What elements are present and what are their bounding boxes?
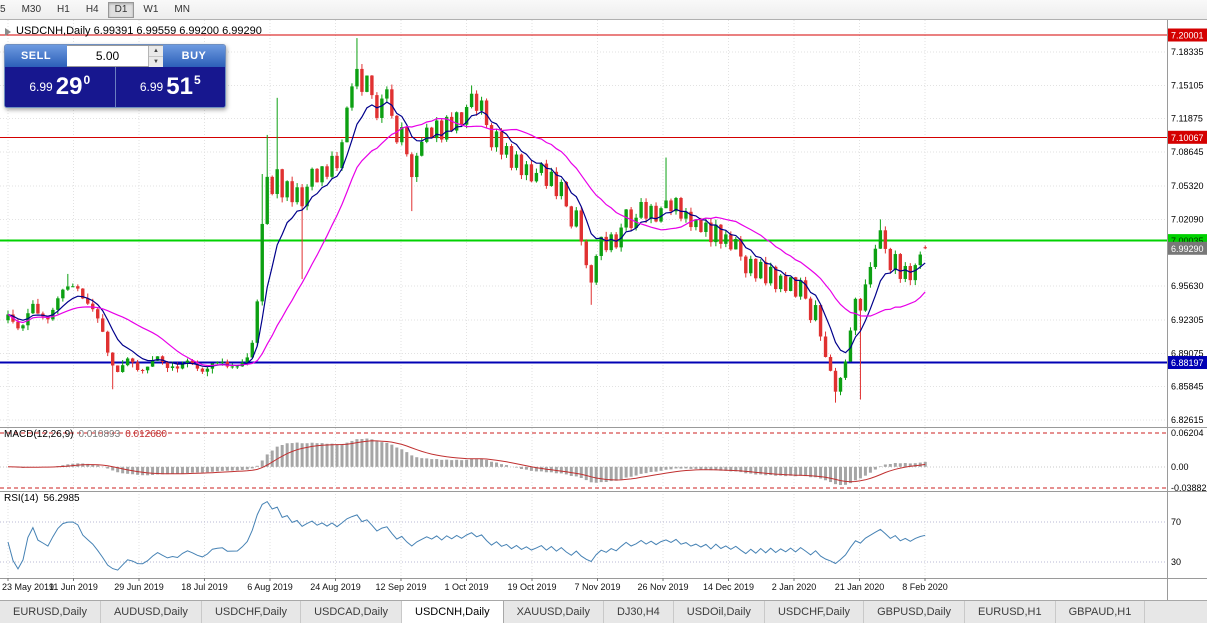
volume-spinner: ▲ ▼ (148, 46, 163, 67)
chart-tab-10-EURUSD-H1[interactable]: EURUSD,H1 (965, 601, 1056, 623)
svg-text:26 Nov 2019: 26 Nov 2019 (637, 582, 688, 592)
buy-price-sup: 5 (193, 73, 201, 87)
moving-averages-layer (7, 101, 926, 368)
svg-text:19 Oct 2019: 19 Oct 2019 (507, 582, 556, 592)
svg-text:7.08645: 7.08645 (1171, 147, 1204, 157)
svg-text:2 Jan 2020: 2 Jan 2020 (772, 582, 817, 592)
chart-tab-9-GBPUSD-Daily[interactable]: GBPUSD,Daily (864, 601, 966, 623)
volume-field[interactable]: 5.00 ▲ ▼ (67, 45, 163, 67)
svg-text:7.02090: 7.02090 (1171, 214, 1204, 224)
svg-text:21 Jan 2020: 21 Jan 2020 (835, 582, 885, 592)
chart-title: USDCNH,Daily 6.99391 6.99559 6.99200 6.9… (16, 25, 262, 37)
current-price-badge: 6.99290 (1168, 241, 1207, 255)
price-level-badge: 6.88197 (1168, 356, 1207, 370)
svg-text:7.20001: 7.20001 (1171, 31, 1204, 41)
candles-layer (6, 38, 927, 403)
svg-text:30: 30 (1171, 557, 1181, 567)
timeframe-button-H1[interactable]: H1 (50, 2, 77, 18)
svg-text:7 Nov 2019: 7 Nov 2019 (574, 582, 620, 592)
timeframe-button-D1[interactable]: D1 (107, 1, 135, 18)
svg-text:14 Dec 2019: 14 Dec 2019 (703, 582, 754, 592)
trade-controls-row: SELL 5.00 ▲ ▼ BUY (5, 45, 225, 67)
one-click-trading-panel: SELL 5.00 ▲ ▼ BUY 6.99 29 0 6.99 51 5 (4, 44, 226, 108)
macd-value-signal: 0.012680 (125, 429, 167, 440)
timeframe-button-5[interactable]: 5 (0, 2, 13, 18)
buy-price-prefix: 6.99 (139, 80, 164, 94)
svg-text:6.89075: 6.89075 (1171, 348, 1204, 358)
chart-tab-4-USDCNH-Daily[interactable]: USDCNH,Daily (402, 601, 504, 623)
rsi-layer (7, 500, 926, 571)
timeframe-button-H4[interactable]: H4 (79, 2, 106, 18)
volume-up-icon[interactable]: ▲ (149, 46, 163, 56)
svg-text:6.99290: 6.99290 (1171, 244, 1204, 254)
svg-text:6.88197: 6.88197 (1171, 358, 1204, 368)
timeframe-button-M30[interactable]: M30 (15, 2, 48, 18)
macd-indicator-label: MACD(12,26,9) 0.010893 0.012680 (4, 429, 167, 440)
trade-prices-row: 6.99 29 0 6.99 51 5 (5, 67, 225, 107)
indicator-levels-layer (0, 432, 1167, 563)
sell-price[interactable]: 6.99 29 0 (5, 67, 116, 107)
volume-value[interactable]: 5.00 (95, 49, 120, 63)
svg-text:8 Feb 2020: 8 Feb 2020 (902, 582, 948, 592)
svg-text:-0.03882: -0.03882 (1171, 483, 1207, 493)
rsi-name: RSI(14) (4, 493, 39, 504)
sell-button[interactable]: SELL (5, 45, 67, 67)
chart-shift-marker-icon[interactable] (5, 28, 11, 36)
price-level-badge: 7.10067 (1168, 130, 1207, 144)
svg-text:18 Jul 2019: 18 Jul 2019 (181, 582, 228, 592)
panel-separators[interactable] (0, 20, 1207, 600)
svg-text:7.00035: 7.00035 (1171, 236, 1204, 246)
svg-text:12 Sep 2019: 12 Sep 2019 (375, 582, 426, 592)
chart-tab-3-USDCAD-Daily[interactable]: USDCAD,Daily (301, 601, 403, 623)
macd-name: MACD(12,26,9) (4, 429, 74, 440)
buy-button[interactable]: BUY (163, 45, 225, 67)
svg-text:11 Jun 2019: 11 Jun 2019 (49, 582, 98, 592)
svg-text:0.00: 0.00 (1171, 462, 1189, 472)
price-chart-canvas[interactable]: 7.18335 7.15105 7.11875 7.08645 7.05320 7.020… (0, 20, 1207, 600)
timeframe-button-W1[interactable]: W1 (136, 2, 165, 18)
price-axis[interactable]: 7.18335 7.15105 7.11875 7.08645 7.05320 7.020… (1171, 47, 1207, 567)
sell-price-prefix: 6.99 (29, 80, 53, 94)
svg-text:7.18335: 7.18335 (1171, 47, 1204, 57)
svg-text:7.10067: 7.10067 (1171, 133, 1204, 143)
svg-text:1 Oct 2019: 1 Oct 2019 (444, 582, 488, 592)
chart-tab-6-DJ30-H4[interactable]: DJ30,H4 (604, 601, 674, 623)
chart-tab-7-USDOil-Daily[interactable]: USDOil,Daily (674, 601, 765, 623)
svg-text:29 Jun 2019: 29 Jun 2019 (114, 582, 164, 592)
svg-text:70: 70 (1171, 517, 1181, 527)
rsi-indicator-label: RSI(14) 56.2985 (4, 493, 80, 504)
svg-text:6 Aug 2019: 6 Aug 2019 (247, 582, 293, 592)
svg-text:23 May 2019: 23 May 2019 (2, 582, 54, 592)
price-levels-layer[interactable] (0, 34, 1167, 364)
price-level-badge: 7.20001 (1168, 28, 1207, 42)
macd-value-main: 0.010893 (78, 429, 121, 440)
chart-tabs-bar: EURUSD,Daily AUDUSD,Daily USDCHF,Daily USDC… (0, 600, 1207, 623)
svg-text:24 Aug 2019: 24 Aug 2019 (310, 582, 361, 592)
svg-text:7.15105: 7.15105 (1171, 80, 1204, 90)
chart-tab-5-XAUUSD-Daily[interactable]: XAUUSD,Daily (504, 601, 604, 623)
timeframe-button-MN[interactable]: MN (167, 2, 197, 18)
chart-tab-11-GBPAUD-H1[interactable]: GBPAUD,H1 (1056, 601, 1146, 623)
sell-price-sup: 0 (83, 73, 91, 87)
chart-tab-1-AUDUSD-Daily[interactable]: AUDUSD,Daily (101, 601, 202, 623)
svg-text:0.06204: 0.06204 (1171, 428, 1204, 438)
volume-down-icon[interactable]: ▼ (149, 56, 163, 67)
svg-text:7.11875: 7.11875 (1171, 114, 1203, 124)
svg-text:6.92305: 6.92305 (1171, 315, 1204, 325)
buy-price-big: 51 (166, 73, 193, 100)
svg-text:7.05320: 7.05320 (1171, 181, 1204, 191)
macd-layer (7, 438, 927, 486)
svg-text:6.85845: 6.85845 (1171, 382, 1204, 392)
timeframe-toolbar: 5 M30 H1 H4 D1 W1 MN (0, 0, 1207, 20)
chart-tab-0-EURUSD-Daily[interactable]: EURUSD,Daily (0, 601, 101, 623)
sell-price-big: 29 (55, 73, 83, 100)
rsi-value: 56.2985 (43, 493, 80, 504)
svg-text:6.82615: 6.82615 (1171, 415, 1204, 425)
chart-tab-8-USDCHF-Daily[interactable]: USDCHF,Daily (765, 601, 865, 623)
buy-price[interactable]: 6.99 51 5 (116, 67, 226, 107)
chart-tab-2-USDCHF-Daily[interactable]: USDCHF,Daily (202, 601, 302, 623)
svg-text:6.95630: 6.95630 (1171, 281, 1204, 291)
chart-window: 7.18335 7.15105 7.11875 7.08645 7.05320 7.020… (0, 20, 1207, 600)
